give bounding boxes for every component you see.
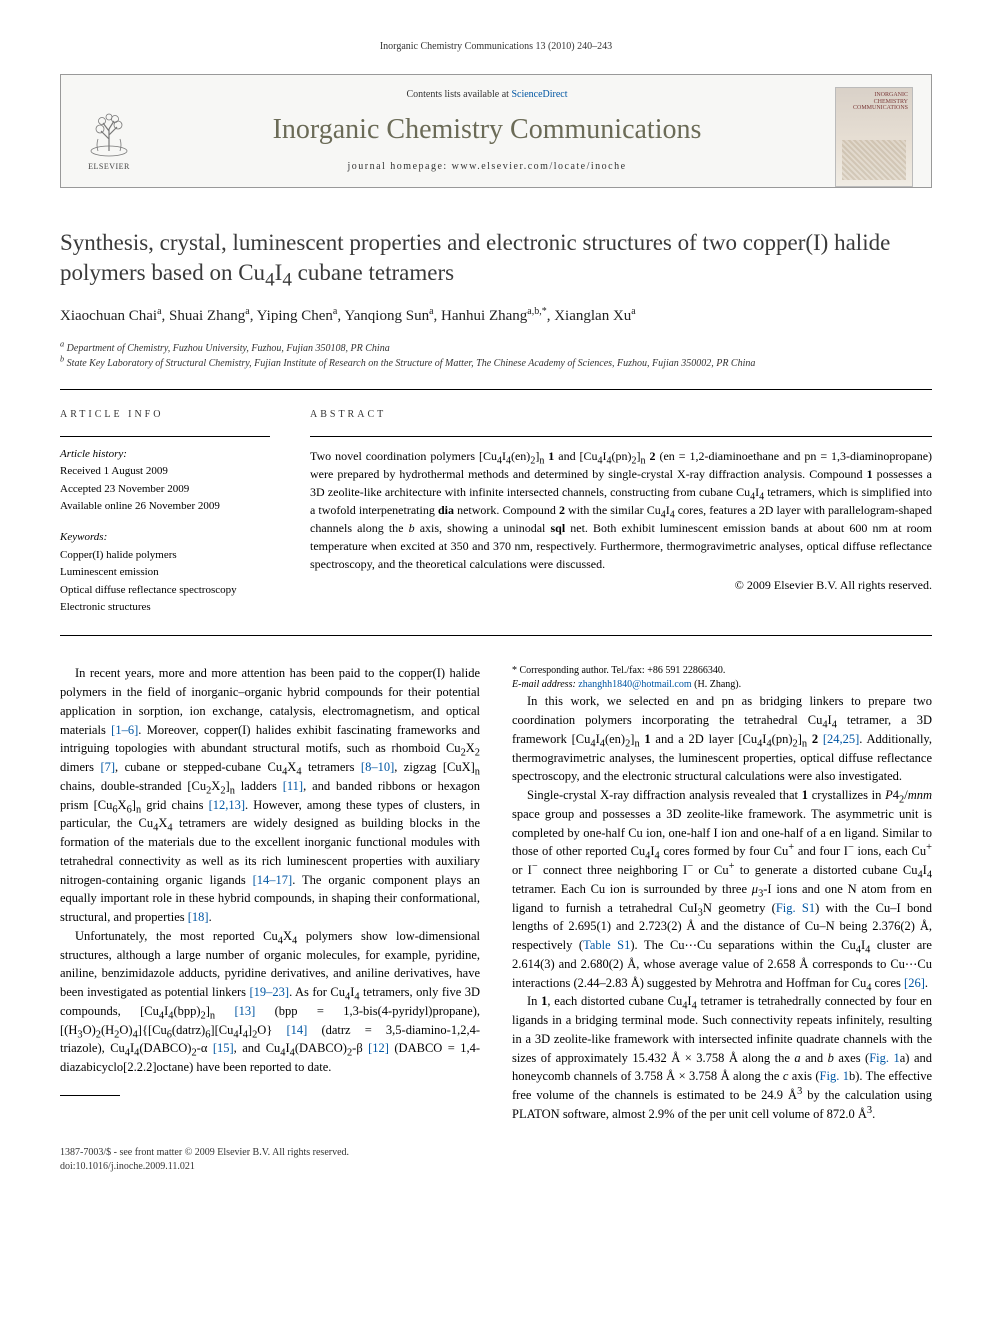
divider	[60, 436, 270, 437]
journal-name: Inorganic Chemistry Communications	[159, 110, 815, 149]
author-list: Xiaochuan Chaia, Shuai Zhanga, Yiping Ch…	[60, 306, 932, 327]
body-paragraph: Single-crystal X-ray diffraction analysi…	[512, 786, 932, 992]
abstract-text: Two novel coordination polymers [Cu4I4(e…	[310, 447, 932, 573]
elsevier-tree-icon	[84, 109, 134, 159]
doi-line: doi:10.1016/j.inoche.2009.11.021	[60, 1160, 932, 1174]
online-date: Available online 26 November 2009	[60, 499, 270, 514]
contents-available-line: Contents lists available at ScienceDirec…	[159, 88, 815, 102]
cover-title: INORGANIC CHEMISTRY COMMUNICATIONS	[840, 92, 908, 112]
divider	[310, 436, 932, 437]
keyword: Luminescent emission	[60, 565, 270, 580]
abstract-block: abstract Two novel coordination polymers…	[310, 408, 932, 618]
homepage-prefix: journal homepage:	[347, 161, 451, 172]
front-matter-line: 1387-7003/$ - see front matter © 2009 El…	[60, 1146, 932, 1160]
body-paragraph: In recent years, more and more attention…	[60, 664, 480, 927]
article-title: Synthesis, crystal, luminescent properti…	[60, 228, 932, 288]
affiliation-a: a Department of Chemistry, Fuzhou Univer…	[60, 341, 932, 356]
article-info-block: article info Article history: Received 1…	[60, 408, 270, 618]
running-head: Inorganic Chemistry Communications 13 (2…	[60, 40, 932, 54]
email-label: E-mail address:	[512, 679, 576, 690]
journal-homepage-line: journal homepage: www.elsevier.com/locat…	[159, 160, 815, 174]
page-footer: 1387-7003/$ - see front matter © 2009 El…	[60, 1146, 932, 1174]
publisher-logo: ELSEVIER	[79, 102, 139, 172]
corresponding-author-footnote: * Corresponding author. Tel./fax: +86 59…	[512, 664, 932, 692]
abstract-copyright: © 2009 Elsevier B.V. All rights reserved…	[310, 577, 932, 594]
journal-banner: ELSEVIER Contents lists available at Sci…	[60, 74, 932, 188]
accepted-date: Accepted 23 November 2009	[60, 482, 270, 497]
body-paragraph: In this work, we selected en and pn as b…	[512, 692, 932, 786]
received-date: Received 1 August 2009	[60, 464, 270, 479]
cover-art-icon	[842, 140, 906, 180]
footnote-rule	[60, 1095, 120, 1096]
corr-author-line: * Corresponding author. Tel./fax: +86 59…	[512, 664, 932, 678]
history-heading: Article history:	[60, 447, 270, 462]
journal-cover-thumbnail: INORGANIC CHEMISTRY COMMUNICATIONS	[835, 87, 913, 187]
abstract-heading: abstract	[310, 408, 932, 422]
keywords-heading: Keywords:	[60, 530, 270, 545]
affiliations: a Department of Chemistry, Fuzhou Univer…	[60, 341, 932, 371]
article-body: In recent years, more and more attention…	[60, 664, 932, 1123]
affiliation-b: b State Key Laboratory of Structural Che…	[60, 356, 932, 371]
divider	[60, 635, 932, 636]
keyword: Copper(I) halide polymers	[60, 548, 270, 563]
homepage-url: www.elsevier.com/locate/inoche	[452, 161, 627, 172]
email-attribution: (H. Zhang).	[694, 679, 741, 690]
body-paragraph: Unfortunately, the most reported Cu4X4 p…	[60, 927, 480, 1077]
sciencedirect-link[interactable]: ScienceDirect	[511, 89, 567, 100]
publisher-name: ELSEVIER	[88, 161, 130, 172]
keyword: Optical diffuse reflectance spectroscopy	[60, 583, 270, 598]
corr-author-email[interactable]: zhanghh1840@hotmail.com	[578, 679, 691, 690]
contents-prefix: Contents lists available at	[406, 89, 511, 100]
article-info-heading: article info	[60, 408, 270, 422]
body-paragraph: In 1, each distorted cubane Cu4I4 tetram…	[512, 992, 932, 1123]
keyword: Electronic structures	[60, 600, 270, 615]
